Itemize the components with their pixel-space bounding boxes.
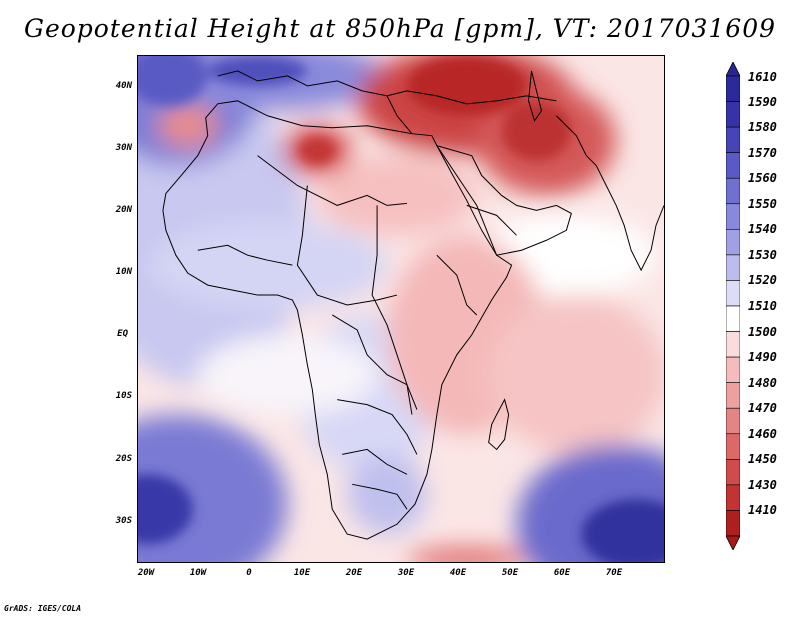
colorbar-swatch: [726, 280, 740, 307]
africa-coastline: [162, 100, 513, 540]
caspian: [528, 70, 543, 122]
lon-label: 40E: [449, 568, 467, 578]
lon-label: 30E: [397, 568, 415, 578]
field-north-core: [207, 56, 308, 86]
border-11: [556, 115, 597, 166]
lon-label: 70E: [605, 568, 623, 578]
field-south-africa-light-blue: [347, 454, 427, 535]
field-south-red: [406, 547, 527, 562]
colorbar-swatch: [726, 433, 740, 460]
colorbar-swatch: [726, 152, 740, 179]
colorbar-swatch: [726, 101, 740, 128]
colorbar-swatch: [726, 177, 740, 205]
field-central-sahara-pink: [317, 155, 477, 236]
colorbar: [726, 62, 740, 550]
colorbar-label: 1430: [748, 477, 777, 492]
colorbar-swatch: [726, 331, 740, 358]
border-2: [296, 185, 398, 306]
colorbar-swatch: [726, 254, 740, 281]
border-8: [197, 244, 293, 266]
lat-label: 30S: [115, 516, 132, 526]
border-10: [466, 204, 517, 236]
lat-label: 20N: [115, 205, 132, 215]
mediterranean-north: [217, 70, 557, 105]
colorbar-swatch: [726, 459, 740, 486]
colorbar-label: 1530: [748, 247, 777, 262]
field-iran-core: [501, 100, 572, 161]
colorbar-label: 1610: [748, 70, 777, 84]
colorbar-label: 1590: [748, 94, 777, 109]
colorbar-label: 1480: [748, 375, 777, 390]
colorbar-label: 1580: [748, 120, 777, 135]
field-turkey-core: [406, 56, 527, 116]
colorbar-label: 1500: [748, 324, 777, 339]
colorbar-label: 1470: [748, 401, 777, 416]
colorbar-swatch: [726, 356, 740, 383]
lon-label: 10W: [189, 568, 207, 578]
border-7: [352, 483, 408, 510]
border-12: [386, 95, 413, 135]
lon-label: 0: [246, 568, 252, 578]
colorbar-swatch: [726, 126, 740, 153]
grads-credit: GrADS: IGES/COLA: [4, 604, 82, 613]
india-coastline: [595, 165, 664, 272]
colorbar-label: 1560: [748, 171, 777, 186]
colorbar-swatch: [726, 382, 740, 409]
colorbar-label: 1460: [748, 426, 777, 441]
field-sw-core: [138, 474, 193, 545]
colorbar-label: 1540: [748, 222, 777, 237]
field-libya-core: [299, 137, 336, 164]
border-1: [257, 155, 408, 206]
arabia-coastline: [435, 144, 572, 256]
colorbar-label: 1490: [748, 350, 777, 365]
lon-label: 50E: [501, 568, 519, 578]
border-5: [337, 399, 418, 455]
lat-label: 40N: [115, 81, 132, 91]
lon-label: 10E: [293, 568, 311, 578]
lat-label: 10N: [115, 267, 132, 277]
field-se-core: [581, 499, 664, 562]
lat-label: EQ: [117, 329, 128, 339]
field-morocco-red: [157, 103, 218, 148]
border-4: [332, 314, 418, 410]
colorbar-swatch: [726, 305, 740, 332]
border-6: [342, 448, 408, 475]
colorbar-swatch: [726, 407, 740, 435]
colorbar-bottom-arrow: [726, 535, 740, 550]
colorbar-swatch: [726, 484, 740, 511]
colorbar-swatch: [726, 203, 740, 230]
field-equatorial-white: [197, 334, 378, 415]
field-sahel-light-blue: [147, 220, 388, 310]
colorbar-swatch: [726, 510, 740, 537]
lon-label: 20W: [137, 568, 155, 578]
chart-title: Geopotential Height at 850hPa [gpm], VT:…: [23, 14, 777, 43]
colorbar-label: 1410: [748, 503, 777, 518]
madagascar: [488, 398, 510, 451]
colorbar-label: 1450: [748, 452, 777, 467]
lon-label: 20E: [345, 568, 363, 578]
colorbar-label: 1520: [748, 273, 777, 288]
lat-label: 20S: [115, 454, 132, 464]
lon-label: 60E: [553, 568, 571, 578]
lat-label: 30N: [115, 143, 132, 153]
colorbar-swatch: [726, 229, 740, 256]
coastlines: [162, 70, 664, 540]
field-indian-ocean-pink: [486, 295, 664, 455]
height-field: [138, 56, 664, 562]
colorbar-label: 1510: [748, 299, 777, 313]
lat-label: 10S: [115, 391, 132, 401]
colorbar-label: 1570: [748, 145, 777, 160]
colorbar-swatch: [726, 75, 740, 102]
field-nw-core: [138, 56, 208, 106]
border-9: [436, 254, 478, 316]
map-panel: [137, 55, 665, 563]
colorbar-top-arrow: [726, 62, 740, 77]
colorbar-label: 1550: [748, 196, 777, 211]
